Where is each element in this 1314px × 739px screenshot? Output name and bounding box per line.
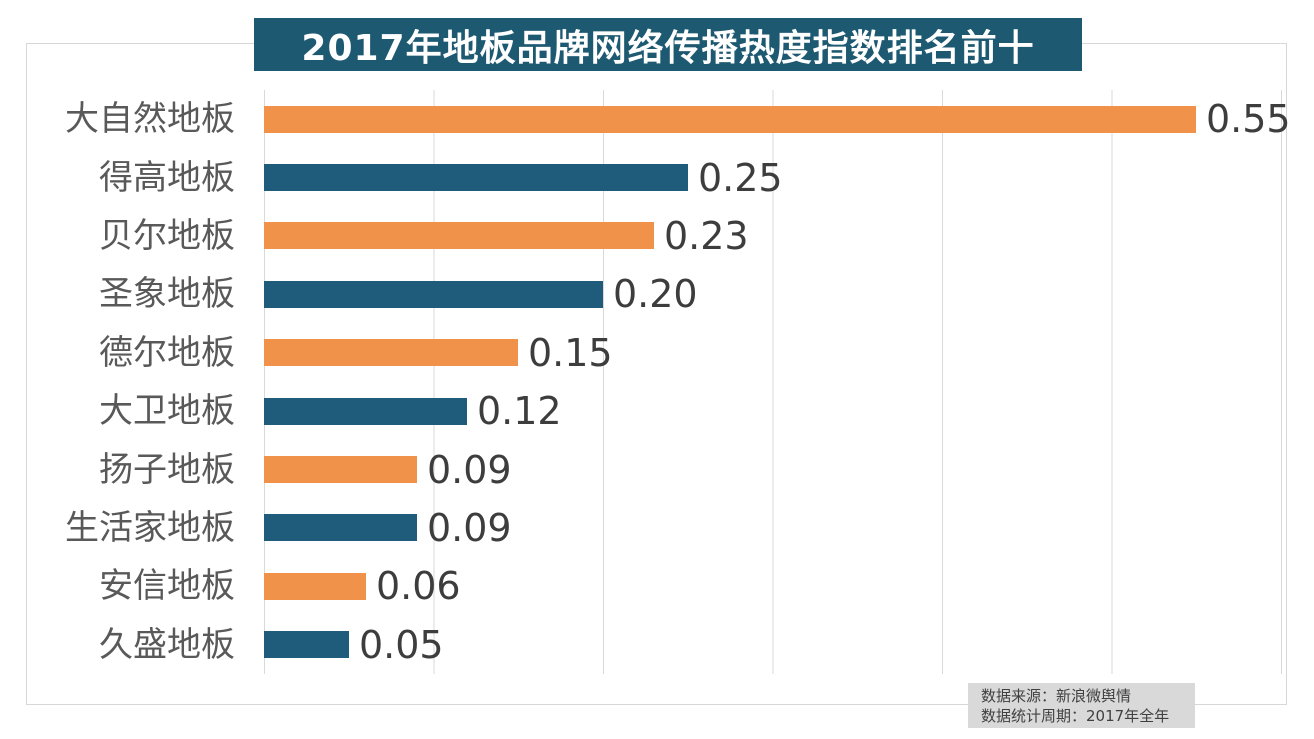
category-label: 得高地板 <box>99 157 235 198</box>
category-label: 扬子地板 <box>99 449 235 490</box>
value-label: 0.23 <box>664 213 749 258</box>
category-label: 大自然地板 <box>65 99 235 140</box>
category-label: 大卫地板 <box>99 391 235 432</box>
bar-row: 贝尔地板 0.23 <box>0 206 1314 266</box>
bar <box>264 222 654 250</box>
plot-cell: 0.09 <box>264 440 1287 499</box>
plot-cell: 0.23 <box>264 206 1287 266</box>
bar-row: 生活家地板 0.09 <box>0 498 1314 558</box>
plot-cell: 0.05 <box>264 615 1287 674</box>
bar <box>264 105 1196 133</box>
value-label: 0.05 <box>359 622 444 667</box>
plot-cell: 0.25 <box>264 148 1287 207</box>
category-label: 生活家地板 <box>65 507 235 548</box>
bar <box>264 280 603 308</box>
bar-row: 大自然地板 0.55 <box>0 90 1314 149</box>
value-label: 0.20 <box>613 272 698 317</box>
plot-cell: 0.20 <box>264 265 1287 324</box>
bar-row: 得高地板 0.25 <box>0 148 1314 207</box>
plot-cell: 0.12 <box>264 381 1287 441</box>
bar <box>264 456 417 484</box>
bar <box>264 397 467 425</box>
bar-row: 久盛地板 0.05 <box>0 615 1314 674</box>
value-label: 0.15 <box>528 330 613 375</box>
category-label: 贝尔地板 <box>99 215 235 256</box>
plot-cell: 0.55 <box>264 90 1291 149</box>
bar-row: 扬子地板 0.09 <box>0 440 1314 499</box>
bar <box>264 514 417 542</box>
bar-row: 德尔地板 0.15 <box>0 323 1314 382</box>
data-source-text: 数据来源：新浪微舆情 <box>981 687 1132 705</box>
bar <box>264 572 366 600</box>
bar-row: 圣象地板 0.20 <box>0 265 1314 324</box>
plot-cell: 0.15 <box>264 323 1287 382</box>
value-label: 0.06 <box>376 564 461 609</box>
value-label: 0.09 <box>427 505 512 550</box>
bar-rows-container: 大自然地板 0.55 得高地板 0.25 贝尔地板 0.23 圣象地板 0.20 德尔地板 0.1… <box>0 90 1314 674</box>
data-source-box: 数据来源：新浪微舆情 数据统计周期：2017年全年 <box>968 683 1195 728</box>
bar-row: 安信地板 0.06 <box>0 557 1314 616</box>
category-label: 安信地板 <box>99 566 235 607</box>
value-label: 0.12 <box>477 389 562 434</box>
chart-title: 2017年地板品牌网络传播热度指数排名前十 <box>254 18 1082 71</box>
bar <box>264 339 518 367</box>
value-label: 0.25 <box>698 155 783 200</box>
value-label: 0.09 <box>427 447 512 492</box>
category-label: 久盛地板 <box>99 624 235 665</box>
bar <box>264 164 688 192</box>
plot-cell: 0.06 <box>264 557 1287 616</box>
bar-row: 大卫地板 0.12 <box>0 381 1314 441</box>
data-period-text: 数据统计周期：2017年全年 <box>981 707 1170 725</box>
plot-cell: 0.09 <box>264 498 1287 558</box>
value-label: 0.55 <box>1206 97 1291 142</box>
bar <box>264 631 349 659</box>
category-label: 德尔地板 <box>99 332 235 373</box>
category-label: 圣象地板 <box>99 274 235 315</box>
